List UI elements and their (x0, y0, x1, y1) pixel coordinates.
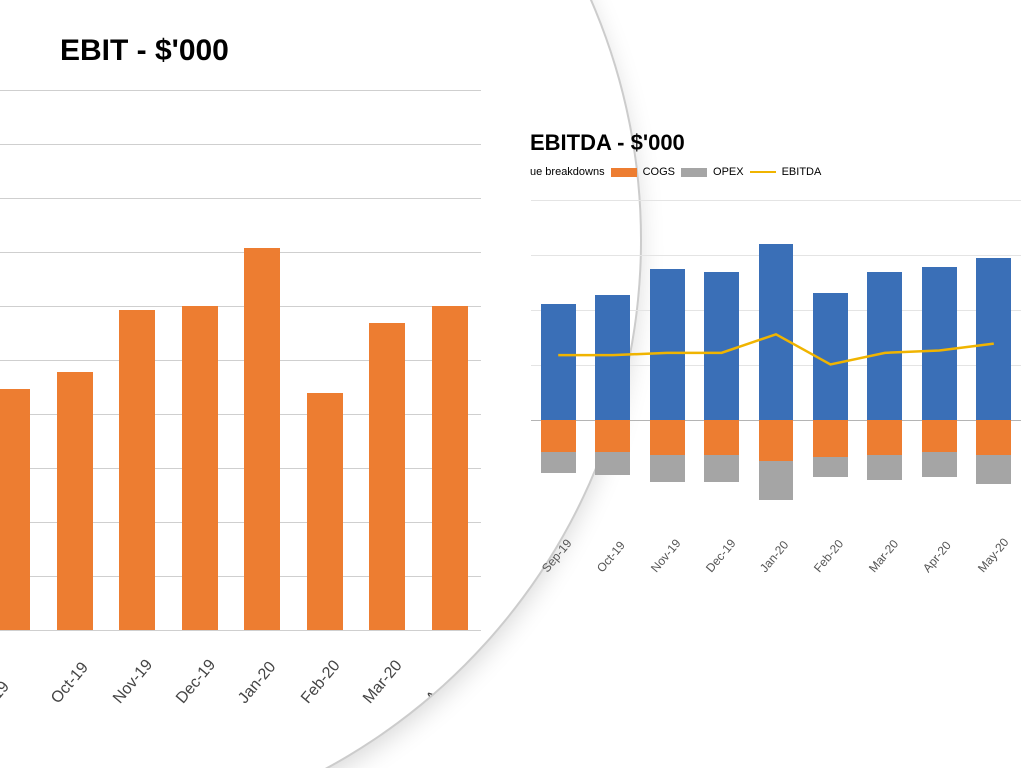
ebit-x-tick: Mar-20 (360, 657, 406, 707)
ebitda-x-tick: Dec-19 (703, 536, 739, 575)
ebit-x-tick: Dec-19 (173, 656, 220, 707)
ebit-gridline (0, 144, 481, 145)
ebit-bar (432, 306, 468, 630)
ebitda-x-tick: Apr-20 (920, 538, 954, 575)
ebit-bar (182, 306, 218, 630)
ebit-x-tick: A (423, 688, 444, 708)
legend-revenue-label: ue breakdowns (530, 166, 605, 178)
legend-ebitda-label: EBITDA (782, 166, 822, 178)
ebit-bar (244, 248, 280, 630)
ebit-bar (369, 323, 405, 630)
ebitda-title: EBITDA - $'000 (530, 130, 1024, 156)
ebit-bar (0, 389, 30, 630)
ebit-gridline (0, 306, 481, 307)
legend-opex-swatch (681, 168, 707, 177)
ebitda-plot-area (530, 200, 1021, 512)
legend-ebitda-swatch (750, 171, 776, 173)
ebit-title: EBIT - $'000 (60, 34, 229, 68)
legend-opex-label: OPEX (713, 166, 744, 178)
ebit-bar (119, 310, 155, 630)
ebitda-x-tick: Mar-20 (866, 537, 901, 575)
ebitda-x-tick: May-20 (975, 535, 1011, 575)
ebit-gridline (0, 198, 481, 199)
ebitda-x-tick: Jan-20 (757, 538, 791, 575)
ebitda-line (531, 200, 1021, 512)
ebit-bar (57, 372, 93, 630)
ebit-x-tick: Jan-20 (235, 659, 280, 708)
ebitda-x-tick: Oct-19 (594, 538, 628, 575)
ebitda-chart: EBITDA - $'000 ue breakdowns COGS OPEX E… (530, 130, 1024, 630)
legend-cogs-swatch (611, 168, 637, 177)
ebit-plot-area (0, 90, 481, 630)
ebit-gridline (0, 252, 481, 253)
ebitda-x-tick: Nov-19 (648, 536, 684, 575)
ebit-x-tick: -19 (0, 678, 14, 707)
ebit-gridline (0, 90, 481, 91)
ebitda-x-tick: Sep-19 (539, 536, 575, 575)
ebit-x-tick: Oct-19 (48, 659, 93, 707)
ebit-gridline (0, 360, 481, 361)
ebitda-legend: ue breakdowns COGS OPEX EBITDA (530, 166, 1024, 178)
ebit-chart: EBIT - $'000 -19Oct-19Nov-19Dec-19Jan-20… (0, 40, 520, 680)
legend-cogs-label: COGS (643, 166, 675, 178)
ebit-bar (307, 393, 343, 630)
ebit-x-tick: Nov-19 (110, 656, 157, 707)
ebit-gridline (0, 630, 481, 631)
ebit-x-tick: Feb-20 (298, 657, 344, 707)
ebitda-x-tick: Feb-20 (811, 537, 846, 575)
